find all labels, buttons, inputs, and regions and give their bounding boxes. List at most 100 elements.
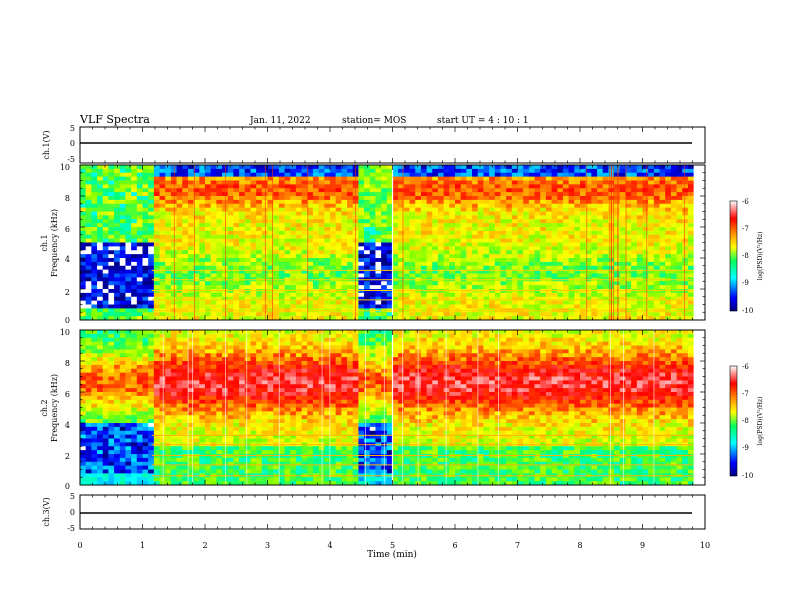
spectrogram-cell xyxy=(449,281,456,286)
spectrogram-cell xyxy=(403,234,410,240)
spectrogram-cell xyxy=(119,246,126,251)
spectrogram-cell xyxy=(205,223,212,228)
spectrogram-cell xyxy=(273,188,280,193)
spectrogram-cell xyxy=(182,184,189,189)
spectrogram-cell xyxy=(489,227,496,232)
spectrogram-cell xyxy=(523,203,530,209)
spectrogram-cell xyxy=(97,403,104,408)
spectrogram-cell xyxy=(80,364,87,370)
spectrogram-cell xyxy=(91,215,98,220)
spectrogram-cell xyxy=(511,261,518,267)
spectrogram-cell xyxy=(267,172,274,178)
spectrogram-cell xyxy=(409,219,416,224)
spectrogram-cell xyxy=(312,176,320,181)
spectrogram-cell xyxy=(381,296,388,302)
spectrogram-cell xyxy=(250,168,257,174)
spectrogram-cell xyxy=(119,234,126,240)
spectrogram-cell xyxy=(670,168,677,174)
spectrogram-cell xyxy=(97,473,104,478)
spectrogram-cell xyxy=(102,415,109,420)
spectrogram-cell xyxy=(358,300,365,305)
spectrogram-cell xyxy=(693,203,700,209)
spectrogram-cell xyxy=(284,269,291,274)
spectrogram-cell xyxy=(176,188,183,193)
spectrogram-cell xyxy=(420,219,427,224)
spectrogram-cell xyxy=(398,196,405,201)
spectrogram-cell xyxy=(489,292,496,298)
spectrogram-cell xyxy=(653,188,660,193)
spectrogram-cell xyxy=(85,446,92,451)
spectrogram-cell xyxy=(114,238,121,243)
spectrogram-cell xyxy=(653,242,660,247)
spectrogram-cell xyxy=(682,234,689,240)
spectrogram-cell xyxy=(403,316,410,321)
spectrogram-cell xyxy=(483,273,490,278)
spectrogram-cell xyxy=(131,269,138,274)
spectrogram-cell xyxy=(284,215,291,220)
spectrogram-cell xyxy=(131,289,138,294)
spectrogram-cell xyxy=(97,312,104,317)
spectrogram-cell xyxy=(415,215,422,220)
spectrogram-cell xyxy=(381,312,388,317)
spectrogram-cell xyxy=(148,234,155,240)
ch1-spec-ylabel-channel: ch.1 xyxy=(40,234,49,251)
spectrogram-cell xyxy=(636,312,643,317)
spectrogram-cell xyxy=(358,289,365,294)
spectrogram-cell xyxy=(244,300,251,305)
spectrogram-cell xyxy=(267,300,274,305)
spectrogram-cell xyxy=(97,277,104,282)
spectrogram-cell xyxy=(386,192,393,197)
spectrogram-cell xyxy=(426,196,433,201)
spectrogram-cell xyxy=(375,281,382,286)
spectrogram-cell xyxy=(205,292,212,298)
spectrogram-cell xyxy=(375,199,382,205)
spectrogram-cell xyxy=(489,296,496,302)
spectrogram-cell xyxy=(625,296,632,302)
spectrogram-cell xyxy=(381,261,388,267)
spectrogram-cell xyxy=(256,188,263,193)
spectrogram-cell xyxy=(102,477,109,482)
spectrogram-cell xyxy=(159,254,166,259)
spectrogram-cell xyxy=(312,230,320,236)
spectrogram-cell xyxy=(432,199,439,205)
spectrogram-cell xyxy=(659,285,666,290)
spectrogram-cell xyxy=(597,199,604,205)
spectrogram-cell xyxy=(199,289,206,294)
spectrogram-cell xyxy=(125,277,132,282)
spectrogram-cell xyxy=(318,203,325,209)
spectrogram-cell xyxy=(636,269,643,274)
spectrogram-cell xyxy=(687,258,695,263)
spectrogram-cell xyxy=(580,180,587,185)
spectrogram-cell xyxy=(324,273,331,278)
spectrogram-cell xyxy=(284,265,291,271)
spectrogram-cell xyxy=(233,176,240,181)
spectrogram-cell xyxy=(244,184,251,189)
spectrogram-cell xyxy=(80,376,87,381)
spectrogram-cell xyxy=(534,192,541,197)
spectrogram-cell xyxy=(432,316,439,321)
spectrogram-cell xyxy=(233,234,240,240)
spectrogram-cell xyxy=(466,265,473,271)
spectrogram-cell xyxy=(284,199,291,205)
spectrogram-cell xyxy=(580,234,587,240)
spectrogram-cell xyxy=(472,292,479,298)
spectrogram-cell xyxy=(659,172,666,178)
spectrogram-cell xyxy=(364,296,371,302)
spectrogram-cell xyxy=(119,285,126,290)
spectrogram-cell xyxy=(568,172,575,178)
spectrogram-cell xyxy=(284,176,291,181)
spectrogram-cell xyxy=(347,258,354,263)
spectrogram-cell xyxy=(227,172,234,178)
spectrogram-cell xyxy=(585,304,592,309)
spectrogram-cell xyxy=(693,165,700,170)
spectrogram-cell xyxy=(625,250,632,255)
spectrogram-cell xyxy=(278,211,285,216)
spectrogram-cell xyxy=(80,380,87,385)
spectrogram-cell xyxy=(398,261,405,267)
spectrogram-cell xyxy=(91,368,98,374)
spectrogram-cell xyxy=(687,176,695,181)
spectrogram-cell xyxy=(210,316,217,321)
spectrogram-cell xyxy=(625,254,632,259)
spectrogram-cell xyxy=(687,180,695,185)
